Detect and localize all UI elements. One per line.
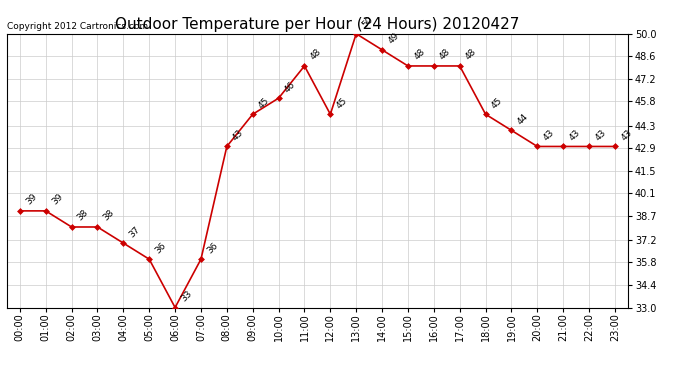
Text: 48: 48: [412, 47, 426, 62]
Text: 43: 43: [542, 128, 556, 142]
Text: 43: 43: [593, 128, 608, 142]
Text: 43: 43: [619, 128, 633, 142]
Text: 45: 45: [335, 96, 349, 110]
Text: 39: 39: [50, 192, 64, 207]
Text: 48: 48: [308, 47, 323, 62]
Text: 43: 43: [231, 128, 246, 142]
Text: Copyright 2012 Cartronics.com: Copyright 2012 Cartronics.com: [7, 22, 148, 31]
Text: 44: 44: [515, 112, 530, 126]
Text: 46: 46: [283, 80, 297, 94]
Text: 48: 48: [464, 47, 478, 62]
Text: 38: 38: [76, 209, 90, 223]
Text: 39: 39: [24, 192, 39, 207]
Text: 50: 50: [360, 15, 375, 30]
Text: 36: 36: [205, 240, 219, 255]
Text: 37: 37: [128, 224, 142, 239]
Text: 45: 45: [490, 96, 504, 110]
Text: 36: 36: [153, 240, 168, 255]
Text: 33: 33: [179, 289, 194, 303]
Text: 49: 49: [386, 31, 401, 46]
Text: Outdoor Temperature per Hour (24 Hours) 20120427: Outdoor Temperature per Hour (24 Hours) …: [115, 17, 520, 32]
Text: 48: 48: [438, 47, 453, 62]
Text: 43: 43: [567, 128, 582, 142]
Text: 38: 38: [101, 209, 116, 223]
Text: 45: 45: [257, 96, 271, 110]
